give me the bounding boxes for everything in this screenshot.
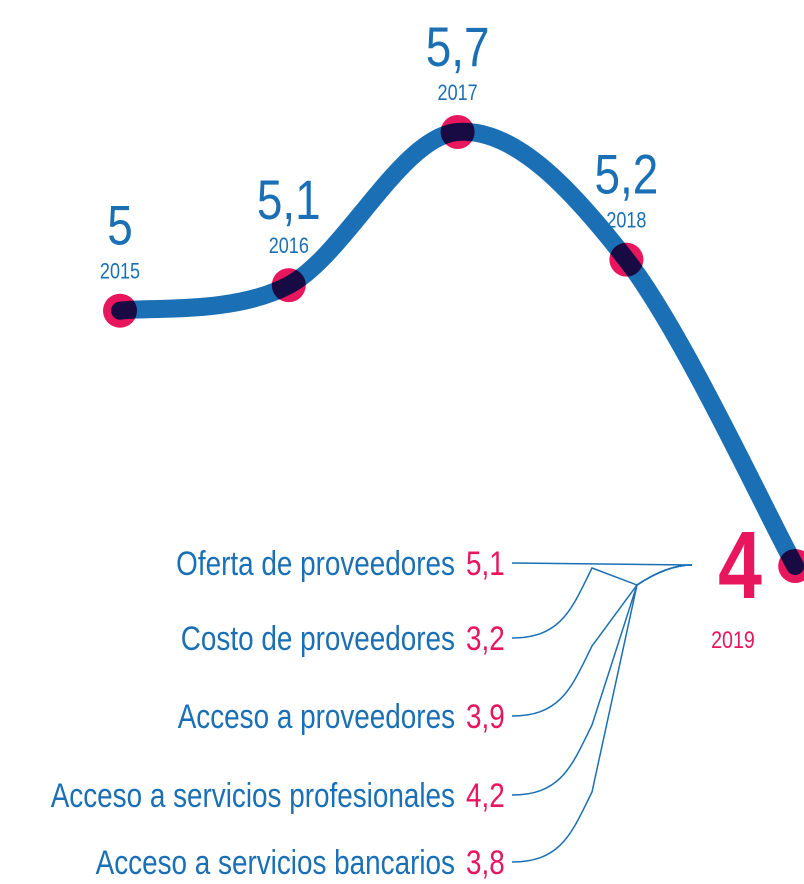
breakdown-label: Acceso a proveedores (178, 697, 455, 735)
year-label: 2015 (100, 260, 140, 284)
connector (511, 564, 693, 863)
breakdown-value: 3,8 (466, 843, 505, 881)
breakdown-value: 5,1 (466, 544, 505, 582)
breakdown-value: 4,2 (466, 776, 505, 814)
value-label: 5,2 (594, 143, 658, 205)
value-label: 4 (718, 512, 762, 619)
breakdown-label: Acceso a servicios bancarios (96, 843, 455, 881)
connector (511, 562, 693, 566)
connector (511, 564, 693, 639)
breakdown-value: 3,2 (466, 619, 505, 657)
year-label: 2017 (438, 81, 478, 105)
year-label: 2019 (711, 626, 755, 653)
breakdown-label: Acceso a servicios profesionales (51, 776, 455, 814)
breakdown-value: 3,9 (466, 697, 505, 735)
year-label: 2016 (269, 235, 309, 259)
breakdown-label: Oferta de proveedores (176, 544, 455, 582)
value-label: 5 (107, 194, 133, 256)
value-label: 5,1 (257, 169, 321, 231)
line (111, 122, 804, 575)
year-label: 2018 (606, 209, 646, 233)
connector (511, 564, 693, 796)
value-label: 5,7 (426, 16, 490, 78)
breakdown-label: Costo de proveedores (181, 619, 455, 657)
